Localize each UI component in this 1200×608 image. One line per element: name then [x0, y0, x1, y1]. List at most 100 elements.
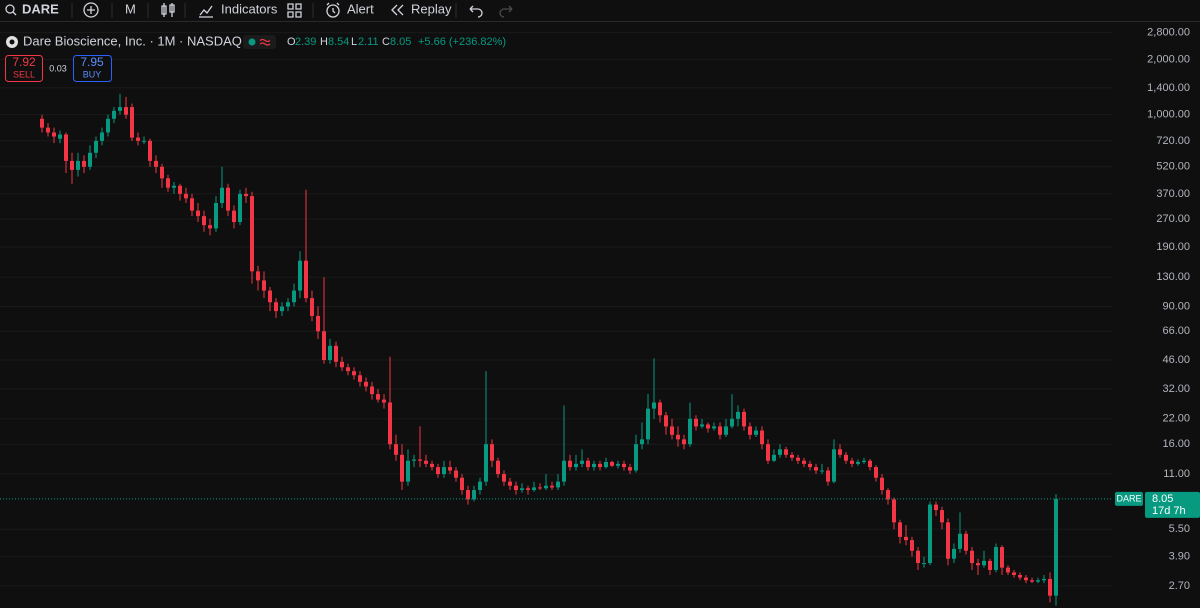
- candle-body: [454, 470, 458, 478]
- candle-body: [772, 454, 776, 461]
- candle-body: [196, 210, 200, 217]
- candle-body: [88, 152, 92, 167]
- compare-button[interactable]: [83, 2, 99, 18]
- sell-button[interactable]: 7.92 SELL: [5, 55, 43, 82]
- candle-body: [250, 196, 254, 272]
- candle-body: [694, 418, 698, 427]
- chart-type-button[interactable]: [161, 3, 175, 17]
- sell-price[interactable]: 7.92: [12, 55, 36, 69]
- candle-body: [742, 411, 746, 427]
- candle-body: [574, 463, 578, 468]
- candle-body: [628, 467, 632, 471]
- candle-body: [310, 298, 314, 316]
- candle-body: [1042, 578, 1046, 581]
- price-tag-value: 8.05: [1152, 493, 1173, 505]
- candle-body: [700, 424, 704, 427]
- candle-body: [484, 444, 488, 482]
- alert-button[interactable]: Alert: [326, 1, 374, 18]
- candle-body: [166, 178, 170, 188]
- candle-body: [1048, 578, 1052, 596]
- candle-body: [226, 187, 230, 211]
- candle-body: [280, 306, 284, 312]
- candle-body: [868, 460, 872, 468]
- candle-body: [112, 110, 116, 119]
- candle-body: [790, 454, 794, 458]
- low-label: L: [351, 36, 357, 48]
- candle-body: [958, 533, 962, 549]
- candle-body: [256, 271, 260, 281]
- candle-body: [850, 460, 854, 464]
- candle-body: [298, 260, 302, 291]
- candle-body: [520, 488, 524, 491]
- candle-body: [94, 140, 98, 153]
- candle-body: [40, 118, 44, 128]
- legend-title: Dare Bioscience, Inc. · 1M · NASDAQ: [23, 33, 242, 48]
- buy-button[interactable]: 7.95 BUY: [73, 55, 112, 82]
- candle-body: [766, 444, 770, 461]
- y-tick-label: 66.00: [1162, 325, 1190, 337]
- candle-body: [436, 467, 440, 475]
- sell-label[interactable]: SELL: [13, 69, 35, 79]
- buy-label[interactable]: BUY: [83, 69, 102, 79]
- symbol-search[interactable]: DARE: [5, 1, 59, 16]
- candle-body: [808, 463, 812, 468]
- high-label: H: [320, 36, 328, 48]
- candle-body: [892, 499, 896, 523]
- candle-body: [964, 533, 968, 551]
- change-value: +5.66 (+236.82%): [418, 36, 506, 48]
- candle-body: [544, 485, 548, 489]
- candle-body: [832, 449, 836, 482]
- candle-body: [100, 132, 104, 141]
- candle-body: [904, 536, 908, 541]
- candle-body: [220, 187, 224, 204]
- candle-body: [688, 418, 692, 445]
- candle-body: [364, 381, 368, 387]
- candle-body: [604, 461, 608, 468]
- candle-body: [244, 193, 248, 197]
- grid: [0, 32, 1113, 587]
- buy-price[interactable]: 7.95: [80, 55, 104, 69]
- alert-icon: [326, 4, 340, 18]
- candle-body: [826, 470, 830, 482]
- candle-body: [718, 426, 722, 435]
- indicators-button[interactable]: Indicators: [199, 1, 278, 18]
- candle-body: [622, 463, 626, 468]
- y-tick-label: 370.00: [1156, 188, 1190, 200]
- symbol[interactable]: DARE: [22, 1, 59, 16]
- candle-body: [286, 302, 290, 307]
- replay-button[interactable]: Replay: [391, 1, 452, 16]
- candle-body: [1006, 567, 1010, 573]
- price-axis: 2,800.00 2,000.00 1,400.00 1,000.00 720.00 52…: [1115, 27, 1200, 592]
- redo-button[interactable]: [499, 5, 513, 18]
- alert-label[interactable]: Alert: [347, 1, 374, 16]
- candle-body: [586, 460, 590, 468]
- candle-body: [802, 460, 806, 464]
- y-tick-label: 270.00: [1156, 213, 1190, 225]
- candle-body: [184, 193, 188, 199]
- candle-body: [946, 522, 950, 559]
- candle-body: [982, 560, 986, 566]
- candle-body: [874, 467, 878, 478]
- y-tick-label: 720.00: [1156, 135, 1190, 147]
- candle-body: [208, 225, 212, 229]
- candle-body: [136, 137, 140, 141]
- candle-body: [232, 210, 236, 223]
- replay-label[interactable]: Replay: [411, 1, 452, 16]
- candle-body: [970, 550, 974, 564]
- candle-body: [556, 481, 560, 488]
- candle-body: [724, 426, 728, 435]
- candle-body: [880, 477, 884, 491]
- candle-body: [928, 504, 932, 564]
- candle-body: [994, 547, 998, 570]
- candle-body: [154, 160, 158, 167]
- layouts-button[interactable]: [287, 3, 302, 18]
- interval-button[interactable]: M: [125, 1, 136, 16]
- candle-body: [442, 467, 446, 475]
- candle-body: [934, 504, 938, 511]
- candle-body: [496, 460, 500, 475]
- y-tick-label: 520.00: [1156, 161, 1190, 173]
- candle-body: [406, 460, 410, 482]
- indicators-label[interactable]: Indicators: [221, 1, 278, 16]
- undo-button[interactable]: [469, 5, 483, 18]
